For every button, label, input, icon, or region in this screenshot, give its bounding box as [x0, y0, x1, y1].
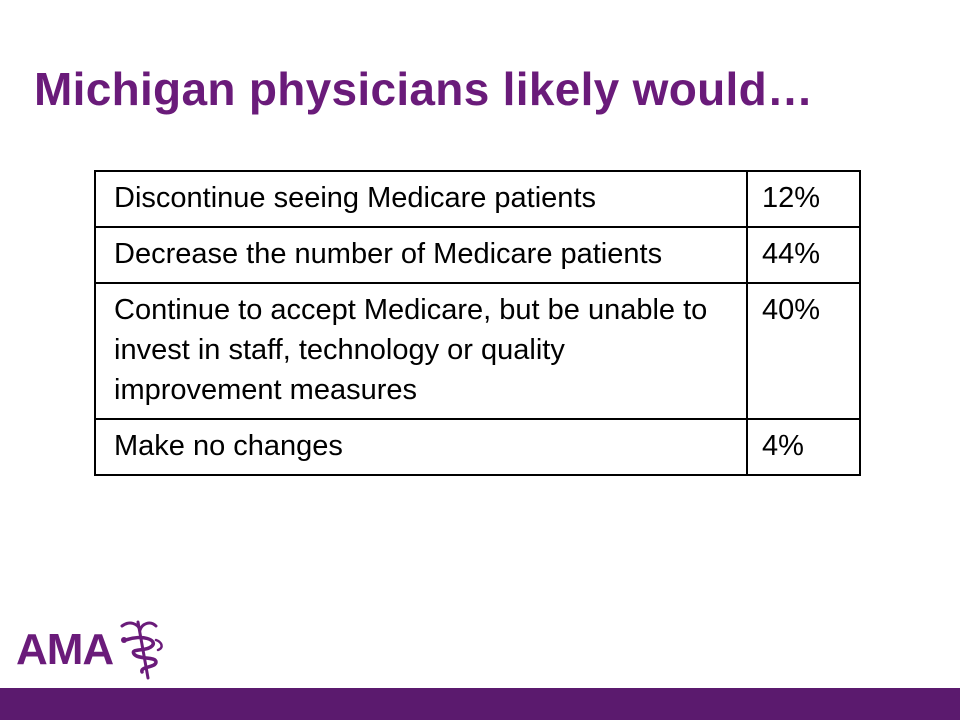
answer-cell: Discontinue seeing Medicare patients: [94, 170, 748, 228]
table-row: Discontinue seeing Medicare patients 12%: [94, 170, 861, 228]
table-row: Continue to accept Medicare, but be unab…: [94, 282, 861, 420]
answer-cell: Make no changes: [94, 418, 748, 476]
answer-cell: Continue to accept Medicare, but be unab…: [94, 282, 748, 420]
percent-cell: 44%: [746, 226, 861, 284]
survey-results-table: Discontinue seeing Medicare patients 12%…: [94, 170, 861, 476]
footer-bar: [0, 688, 960, 720]
logo-text: AMA: [16, 625, 114, 674]
percent-cell: 4%: [746, 418, 861, 476]
percent-cell: 12%: [746, 170, 861, 228]
table-row: Decrease the number of Medicare patients…: [94, 226, 861, 284]
caduceus-icon: [120, 620, 163, 680]
table-row: Make no changes 4%: [94, 418, 861, 476]
answer-cell: Decrease the number of Medicare patients: [94, 226, 748, 284]
ama-logo: AMA: [16, 618, 166, 682]
percent-cell: 40%: [746, 282, 861, 420]
slide-title: Michigan physicians likely would…: [34, 63, 814, 115]
